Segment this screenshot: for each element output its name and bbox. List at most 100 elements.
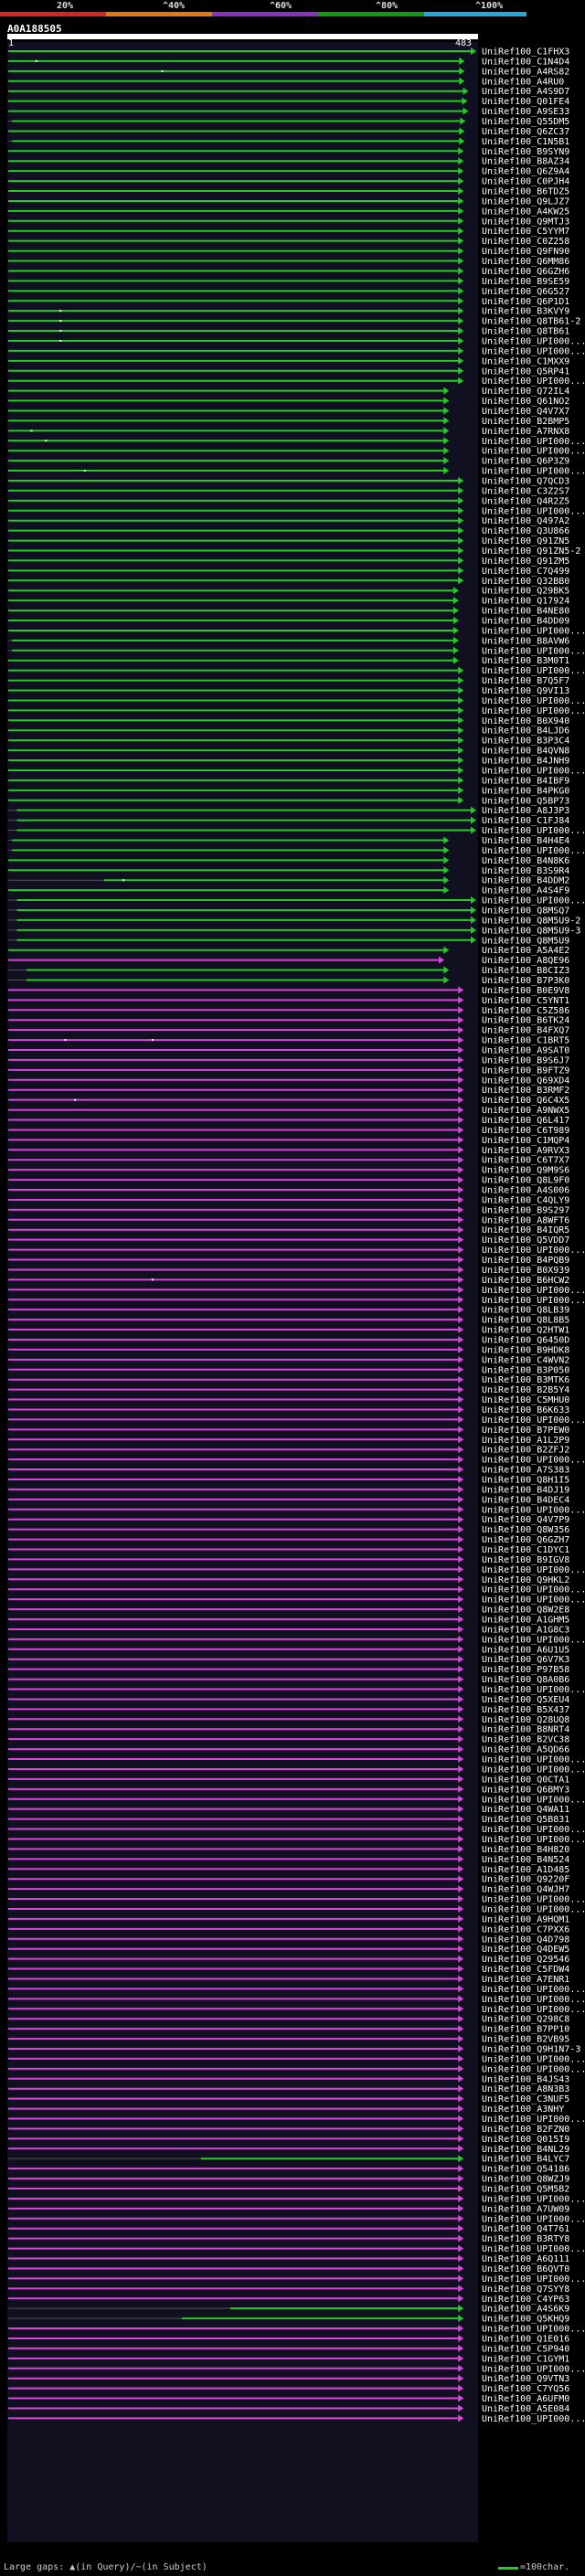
hit-row: UniRef100_Q4D798 — [8, 1935, 569, 1945]
hit-row: UniRef100_B7PP10 — [8, 2025, 569, 2035]
hit-label: UniRef100_Q7SYY8 — [482, 2284, 569, 2295]
hit-label: UniRef100_B4H4E4 — [482, 836, 569, 846]
hit-row: UniRef100_A7ENR1 — [8, 1975, 569, 1985]
hit-arrowhead — [458, 1565, 464, 1574]
hit-row: UniRef100_B6HCW2 — [8, 1276, 569, 1286]
hit-label: UniRef100_A8N3B3 — [482, 2084, 569, 2094]
hit-row: UniRef100_Q4R2Z5 — [8, 496, 569, 506]
hit-label: UniRef100_B2B5Y4 — [482, 1385, 569, 1395]
hit-label: UniRef100_UPI000... — [482, 1456, 585, 1466]
hit-label: UniRef100_C4QLY9 — [482, 1195, 569, 1205]
hit-row: UniRef100_Q69XD4 — [8, 1076, 569, 1086]
hit-arrowhead — [458, 536, 464, 545]
hit-arrowhead — [458, 1705, 464, 1713]
hit-row: UniRef100_B4N524 — [8, 1855, 569, 1865]
hit-arrowhead — [458, 1016, 464, 1024]
hit-gap-marker — [151, 1278, 154, 1281]
hit-arrowhead — [458, 2165, 464, 2173]
hit-label: UniRef100_Q6BMY3 — [482, 1785, 569, 1795]
hit-label: UniRef100_B4JS43 — [482, 2074, 569, 2084]
hit-row: UniRef100_UPI000... — [8, 2005, 585, 2015]
hit-row: UniRef100_Q497A2 — [8, 516, 569, 526]
hit-label: UniRef100_A7RNX8 — [482, 427, 569, 437]
hit-label: UniRef100_P97B58 — [482, 1665, 569, 1675]
hit-row: UniRef100_Q28UQ8 — [8, 1715, 569, 1725]
hit-arrowhead — [458, 1266, 464, 1274]
hit-arrowhead — [458, 2325, 464, 2333]
hit-label: UniRef100_C7YQ56 — [482, 2384, 569, 2394]
hit-row: UniRef100_B9FTZ9 — [8, 1065, 569, 1076]
hit-arrowhead — [443, 427, 450, 435]
hit-arrowhead — [458, 207, 464, 215]
hit-row: UniRef100_B0E9V8 — [8, 986, 569, 996]
hit-label: UniRef100_C1MXX9 — [482, 356, 569, 366]
hit-row: UniRef100_Q8L8B5 — [8, 1316, 569, 1326]
hit-label: UniRef100_A3NHY — [482, 2104, 564, 2115]
hit-arrowhead — [458, 1345, 464, 1353]
hit-arrowhead — [452, 626, 459, 634]
hit-label: UniRef100_B8NRT4 — [482, 1725, 569, 1735]
hit-label: UniRef100_A4S6K9 — [482, 2305, 569, 2315]
hit-row: UniRef100_B4IBF9 — [8, 776, 569, 786]
hit-row: UniRef100_UPI000... — [8, 2244, 585, 2254]
hit-arrowhead — [443, 976, 450, 984]
hit-row: UniRef100_UPI000... — [8, 2274, 585, 2284]
hit-label: UniRef100_Q32BB0 — [482, 577, 569, 587]
hit-label: UniRef100_UPI000... — [482, 1246, 585, 1256]
hit-row: UniRef100_B0X939 — [8, 1266, 569, 1276]
hit-row: UniRef100_B4H820 — [8, 1845, 569, 1855]
hit-arrowhead — [458, 557, 464, 565]
hit-label: UniRef100_Q8WZJ9 — [482, 2175, 569, 2185]
hit-label: UniRef100_Q91ZN5-2 — [482, 546, 580, 557]
hit-row: UniRef100_C0Z258 — [8, 237, 569, 247]
hit-label: UniRef100_A5A4E2 — [482, 946, 569, 956]
hit-label: UniRef100_B0E9V8 — [482, 986, 569, 996]
hit-arrowhead — [458, 327, 464, 335]
hit-arrowhead — [458, 506, 464, 514]
hit-label: UniRef100_Q9HKL2 — [482, 1575, 569, 1585]
hit-arrowhead — [452, 636, 459, 644]
hit-row: UniRef100_Q8A0B6 — [8, 1675, 569, 1685]
hit-label: UniRef100_A6U1U5 — [482, 1645, 569, 1655]
hit-row: UniRef100_Q9FN90 — [8, 247, 569, 257]
hit-label: UniRef100_A9NWX5 — [482, 1106, 569, 1116]
hit-row: UniRef100_A9SAT0 — [8, 1046, 569, 1056]
hit-label: UniRef100_B3P3C4 — [482, 737, 569, 747]
hit-arrowhead — [458, 567, 464, 575]
hit-arrowhead — [452, 617, 459, 625]
hit-arrowhead — [458, 1695, 464, 1703]
hit-row: UniRef100_UPI000... — [8, 1904, 585, 1914]
hit-label: UniRef100_B4JNH9 — [482, 757, 569, 767]
scale-label-60: ^60% — [270, 1, 292, 11]
hit-row: UniRef100_A9RVX3 — [8, 1146, 569, 1156]
hit-row: UniRef100_B4N8K6 — [8, 856, 569, 866]
hit-arrowhead — [458, 2214, 464, 2222]
hit-row: UniRef100_C4WVN2 — [8, 1355, 569, 1365]
hit-row: UniRef100_Q6ZC37 — [8, 127, 569, 137]
hit-gap-marker — [30, 429, 33, 432]
hit-label: UniRef100_B3MTK6 — [482, 1375, 569, 1385]
hit-label: UniRef100_A8J3P3 — [482, 806, 569, 816]
hit-arrowhead — [443, 876, 450, 885]
hit-row: UniRef100_A6UFM0 — [8, 2394, 569, 2404]
hit-label: UniRef100_UPI000... — [482, 766, 585, 776]
hit-row: UniRef100_B9SE59 — [8, 277, 569, 287]
hit-arrowhead — [443, 856, 450, 864]
hit-arrowhead — [463, 87, 469, 95]
hit-row: UniRef100_A3NHY — [8, 2104, 564, 2115]
hit-row: UniRef100_Q01FE4 — [8, 97, 569, 107]
hit-label: UniRef100_Q5B831 — [482, 1815, 569, 1825]
hit-arrowhead — [458, 1296, 464, 1304]
hit-label: UniRef100_Q8M5U9-2 — [482, 916, 580, 926]
hit-arrowhead — [471, 916, 476, 924]
hit-row: UniRef100_B6QVT0 — [8, 2264, 569, 2274]
hit-arrowhead — [458, 706, 464, 715]
hit-row: UniRef100_Q7QCD3 — [8, 476, 569, 486]
hit-row: UniRef100_B0X940 — [8, 716, 569, 726]
hit-label: UniRef100_B4DJ19 — [482, 1485, 569, 1495]
hit-arrowhead — [458, 1815, 464, 1823]
hit-arrowhead — [459, 57, 465, 65]
hit-label: UniRef100_Q3U866 — [482, 526, 569, 536]
hit-arrowhead — [458, 2015, 464, 2023]
hit-arrowhead — [443, 407, 450, 415]
